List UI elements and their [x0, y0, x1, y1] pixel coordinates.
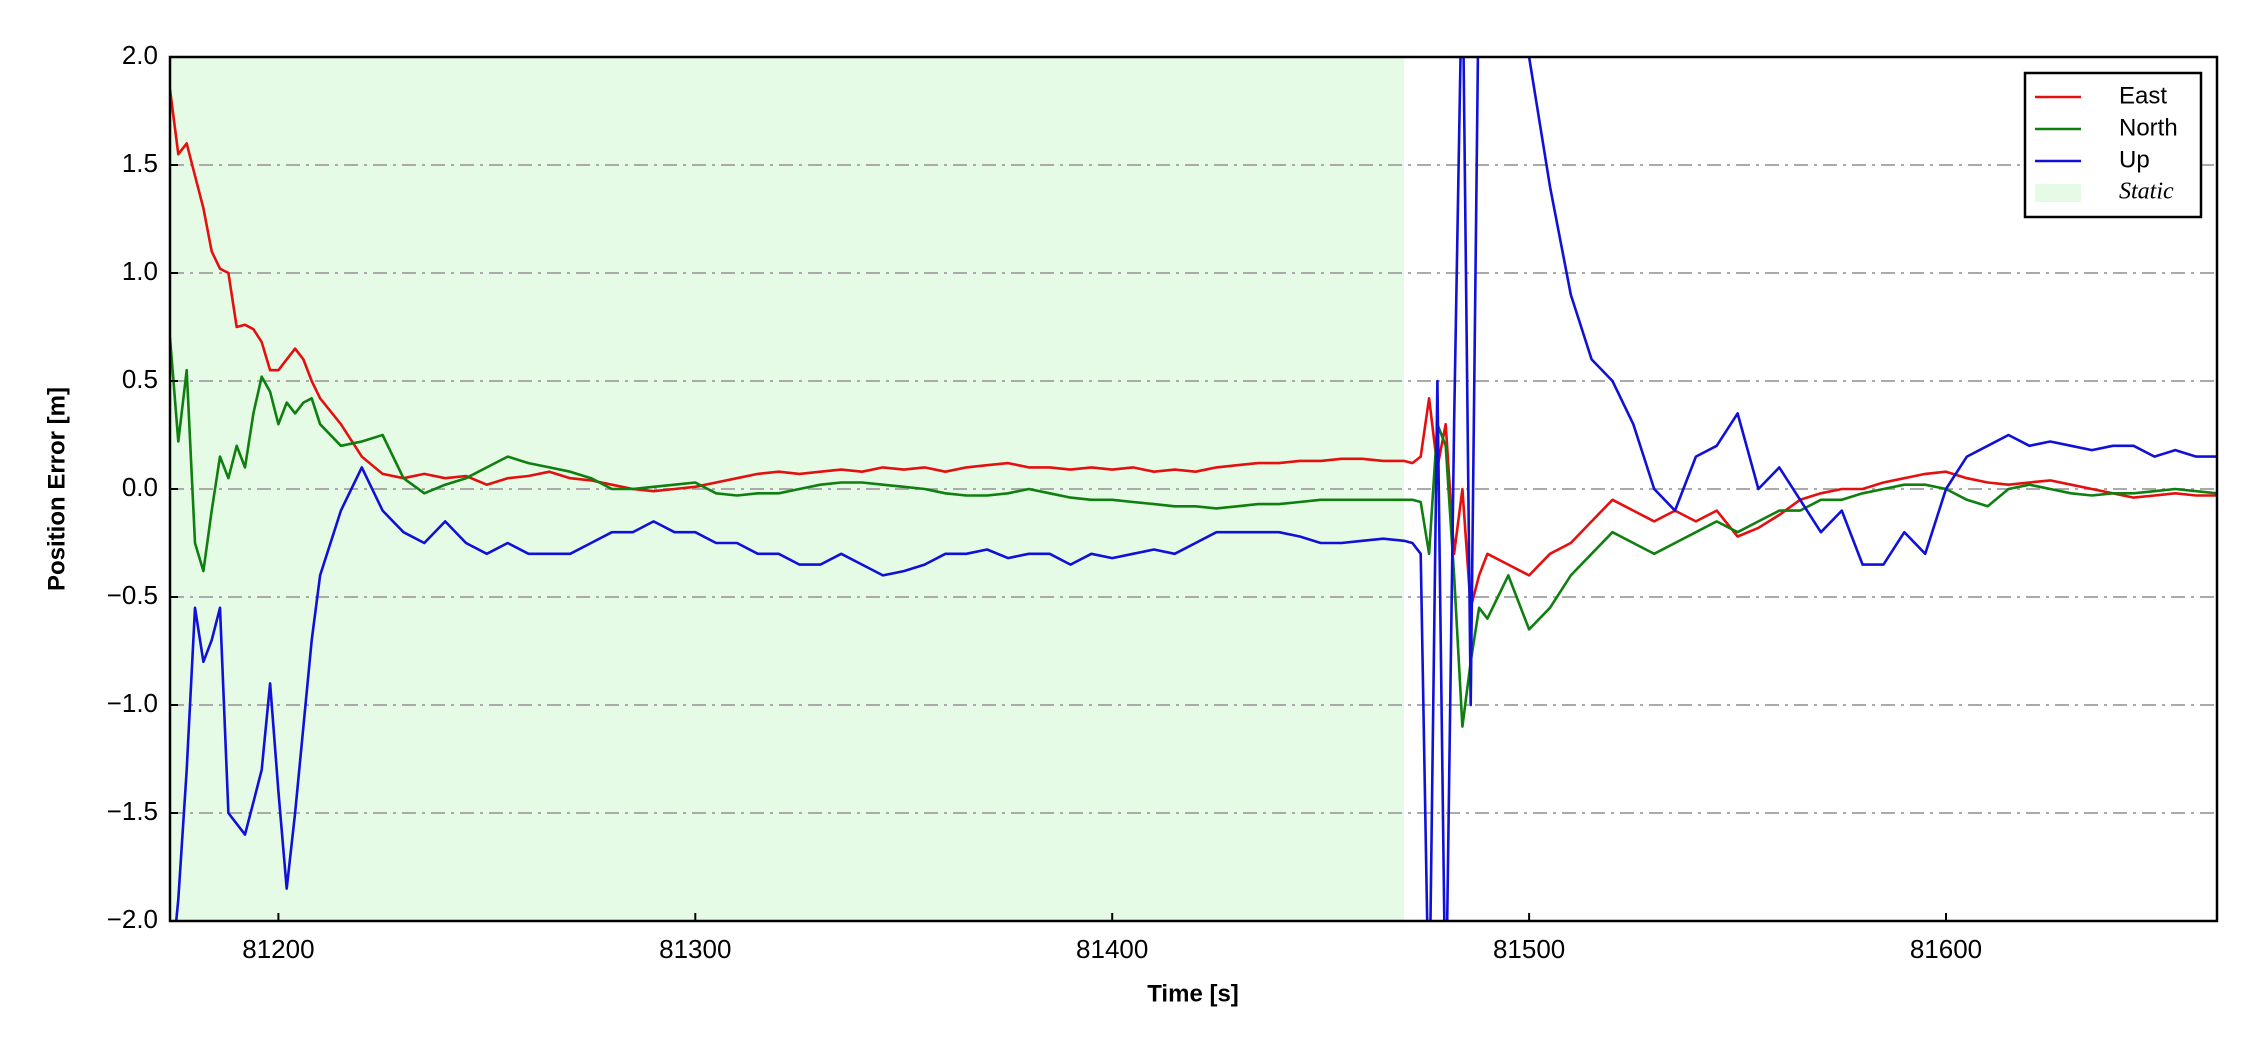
- x-tick-label: 81200: [242, 934, 314, 964]
- series-line: [174, 57, 2217, 921]
- y-axis-label: Position Error [m]: [43, 387, 70, 591]
- y-tick-label: −1.0: [107, 688, 158, 718]
- legend-label: East: [2119, 82, 2167, 109]
- series-line: [170, 89, 2217, 610]
- legend-swatch: [2035, 184, 2081, 202]
- x-tick-label: 81400: [1076, 934, 1148, 964]
- y-tick-label: 0.0: [122, 472, 158, 502]
- series-line: [170, 337, 2217, 728]
- y-tick-label: 1.5: [122, 148, 158, 178]
- x-tick-label: 81300: [659, 934, 731, 964]
- x-axis-label: Time [s]: [1147, 980, 1239, 1007]
- y-tick-label: 0.5: [122, 364, 158, 394]
- y-tick-label: −2.0: [107, 904, 158, 934]
- legend-label: Static: [2119, 179, 2174, 205]
- legend-label: Up: [2119, 146, 2150, 173]
- plot-area: [170, 57, 2217, 921]
- y-tick-label: −0.5: [107, 580, 158, 610]
- y-tick-label: 2.0: [122, 40, 158, 70]
- y-tick-label: −1.5: [107, 796, 158, 826]
- x-tick-label: 81500: [1493, 934, 1565, 964]
- plot-frame: [168, 55, 2219, 923]
- legend-label: North: [2119, 114, 2178, 141]
- x-tick-label: 81600: [1910, 934, 1982, 964]
- y-tick-label: 1.0: [122, 256, 158, 286]
